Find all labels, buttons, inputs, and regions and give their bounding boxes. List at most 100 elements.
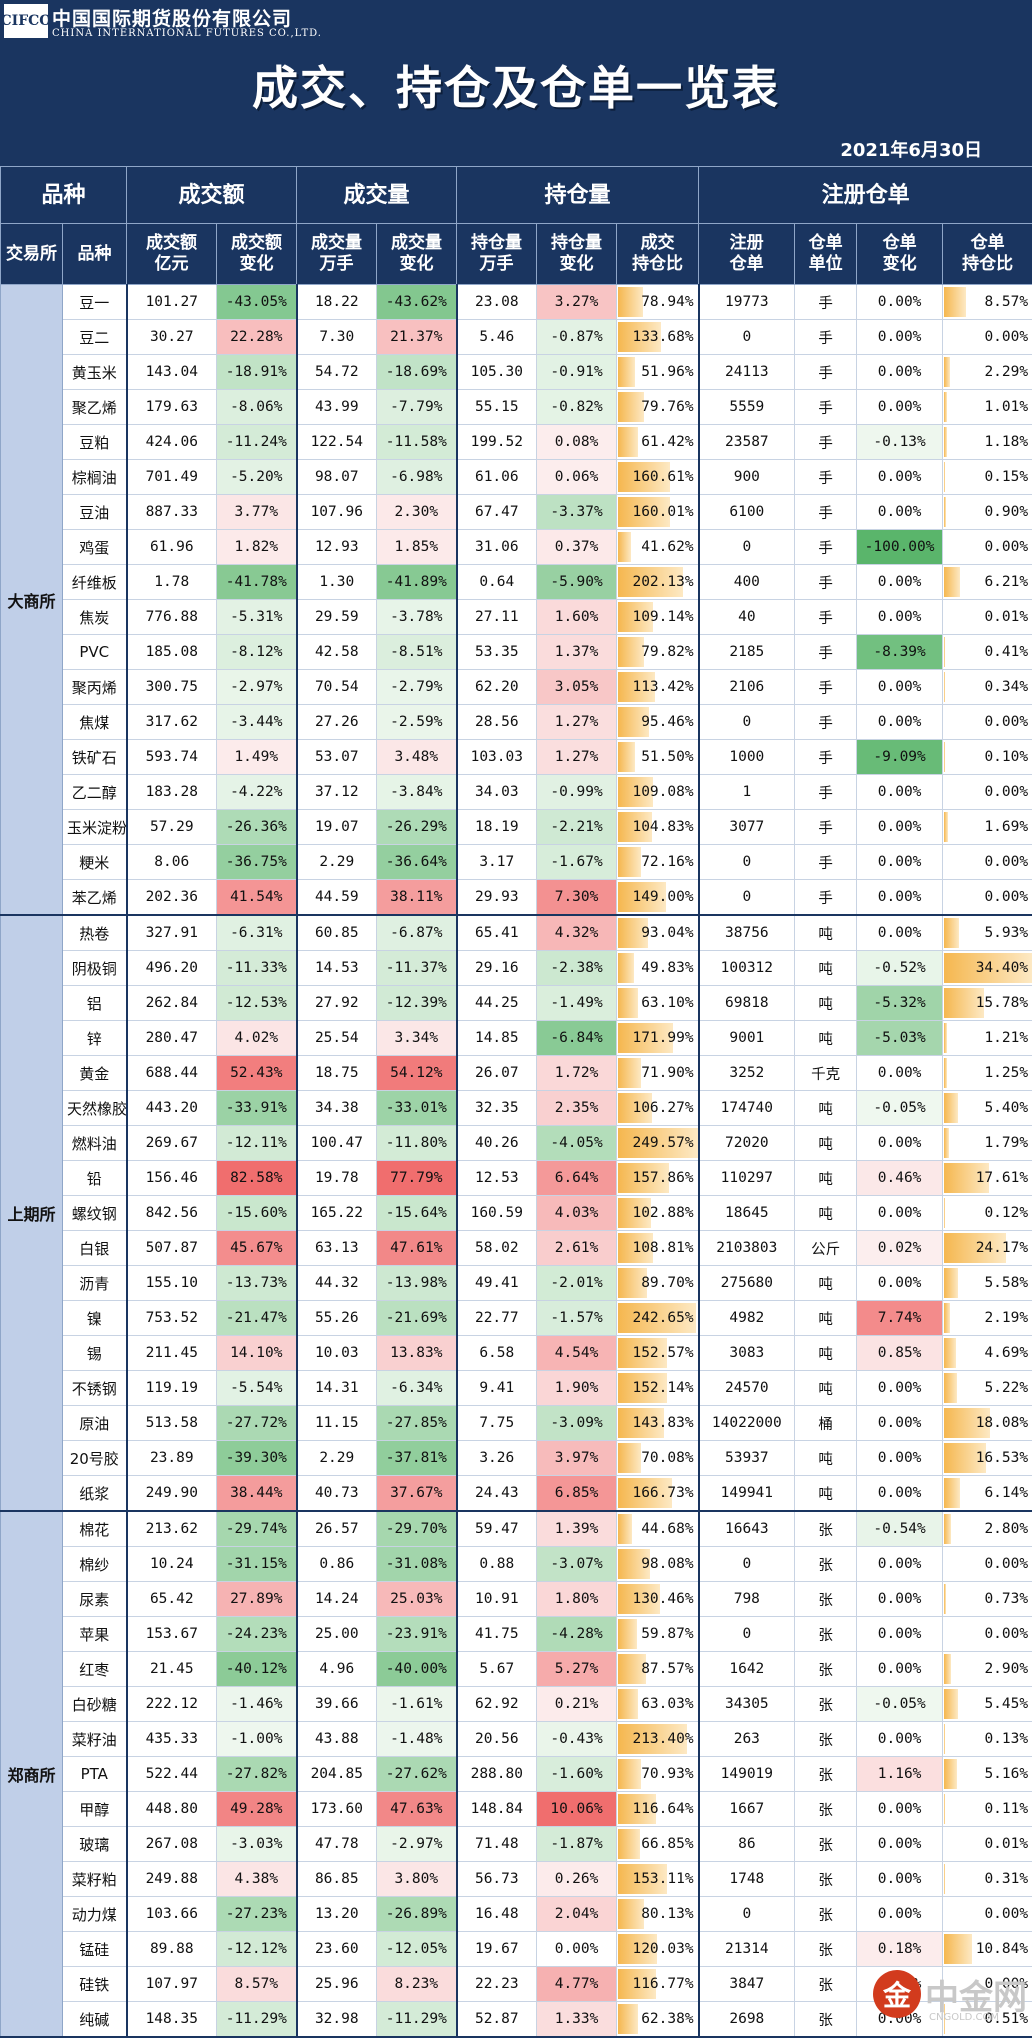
cell-oi: 24.43 [456, 1475, 538, 1512]
ratio-bar [944, 1654, 952, 1684]
cell-oi-change: -1.67% [536, 844, 618, 880]
cell-turnover-change: -4.22% [216, 774, 298, 810]
ratio-bar [618, 1058, 642, 1088]
ratio-bar [618, 1303, 697, 1333]
cell-volume-change: -18.69% [376, 354, 458, 390]
ratio-bar [618, 988, 639, 1018]
cell-receipt-oi-ratio: 0.10% [942, 739, 1032, 775]
cell-receipt-oi-ratio: 0.00% [942, 1896, 1032, 1932]
cell-turnover: 65.42 [126, 1581, 218, 1617]
ratio-value: 70.08% [641, 1450, 694, 1466]
ratio-bar [618, 882, 667, 912]
table-row: 白砂糖 222.12 -1.46% 39.66 -1.61% 62.92 0.21% 63.0… [1, 1686, 1032, 1722]
column-header: 品种 [61, 223, 128, 285]
cell-turnover-change: -3.44% [216, 704, 298, 740]
cell-volume: 98.07 [296, 459, 378, 495]
cell-receipt-oi-ratio: 0.00% [942, 319, 1032, 355]
ratio-value: 16.53% [975, 1450, 1029, 1466]
cell-turnover-change: -15.60% [216, 1195, 298, 1231]
column-header: 成交额 变化 [216, 223, 298, 285]
cell-volume: 2.29 [296, 1440, 378, 1476]
cell-receipt-unit: 手 [794, 389, 858, 425]
group-header-warehouse-receipts: 注册仓单 [698, 166, 1032, 224]
cell-oi: 28.56 [456, 704, 538, 740]
cell-oi-change: -0.91% [536, 354, 618, 390]
cell-receipt-unit: 张 [794, 1616, 858, 1652]
cell-receipt-oi-ratio: 0.00% [942, 1616, 1032, 1652]
cell-volume: 27.26 [296, 704, 378, 740]
cell-turnover: 267.08 [126, 1826, 218, 1862]
cell-variety: 豆二 [61, 319, 128, 355]
cell-volume-change: -31.08% [376, 1546, 458, 1582]
ratio-value: 0.00% [984, 714, 1029, 730]
group-header-variety: 品种 [0, 166, 128, 224]
cell-receipt-change: 0.00% [856, 704, 944, 740]
cell-receipt-unit: 张 [794, 1581, 858, 1617]
ratio-value: 34.40% [975, 960, 1029, 976]
ratio-value: 0.00% [984, 1626, 1029, 1642]
cell-vol-oi-ratio: 51.96% [616, 354, 700, 390]
cell-vol-oi-ratio: 109.08% [616, 774, 700, 810]
cell-oi: 199.52 [456, 424, 538, 460]
ratio-value: 0.00% [984, 1556, 1029, 1572]
ratio-value: 4.69% [984, 1345, 1029, 1361]
cell-turnover-change: -40.12% [216, 1651, 298, 1687]
cell-turnover-change: -3.03% [216, 1826, 298, 1862]
cell-variety: 硅铁 [61, 1966, 128, 2002]
cell-oi: 29.93 [456, 879, 538, 916]
cell-volume: 37.12 [296, 774, 378, 810]
ratio-value: 0.11% [984, 1801, 1029, 1817]
cell-vol-oi-ratio: 153.11% [616, 1861, 700, 1897]
cell-volume-change: 47.63% [376, 1791, 458, 1827]
cell-receipts: 23587 [698, 424, 796, 460]
ratio-value: 2.80% [984, 1521, 1029, 1537]
table-row: 焦炭 776.88 -5.31% 29.59 -3.78% 27.11 1.60% 109.1… [1, 599, 1032, 635]
table-row: 不锈钢 119.19 -5.54% 14.31 -6.34% 9.41 1.90% 152.1… [1, 1370, 1032, 1406]
ratio-value: 95.46% [641, 714, 694, 730]
cell-turnover-change: 14.10% [216, 1335, 298, 1371]
ratio-bar [944, 1514, 952, 1544]
cell-receipt-change: 0.00% [856, 774, 944, 810]
ratio-bar [944, 287, 966, 317]
company-name-cn: 中国国际期货股份有限公司 [52, 8, 293, 30]
ratio-bar [618, 1759, 641, 1789]
cell-turnover-change: -27.82% [216, 1756, 298, 1792]
cell-oi: 58.02 [456, 1230, 538, 1266]
ratio-bar [618, 1373, 668, 1403]
ratio-value: 6.14% [984, 1485, 1029, 1501]
cell-receipt-oi-ratio: 0.90% [942, 494, 1032, 530]
table-row: 螺纹钢 842.56 -15.60% 165.22 -15.64% 160.59 4.03%… [1, 1195, 1032, 1231]
ratio-bar [618, 847, 642, 877]
cell-oi: 148.84 [456, 1791, 538, 1827]
cell-receipt-oi-ratio: 15.78% [942, 985, 1032, 1021]
ratio-value: 0.00% [984, 889, 1029, 905]
cell-vol-oi-ratio: 152.57% [616, 1335, 700, 1371]
cell-receipt-oi-ratio: 0.00% [942, 774, 1032, 810]
column-header: 成交额 亿元 [126, 223, 218, 285]
cell-receipt-change: 0.00% [856, 914, 944, 951]
cell-receipt-change: 0.00% [856, 1721, 944, 1757]
cell-receipt-change: 0.00% [856, 879, 944, 916]
cell-receipts: 0 [698, 844, 796, 880]
cell-oi-change: -2.38% [536, 950, 618, 986]
cell-variety: 纤维板 [61, 564, 128, 600]
ratio-value: 116.64% [632, 1801, 694, 1817]
cell-receipt-change: -8.39% [856, 634, 944, 670]
cell-receipts: 69818 [698, 985, 796, 1021]
cell-volume-change: -2.79% [376, 669, 458, 705]
ratio-value: 89.70% [641, 1275, 694, 1291]
cell-receipt-unit: 吨 [794, 914, 858, 951]
cell-oi-change: 10.06% [536, 1791, 618, 1827]
cell-receipt-unit: 张 [794, 1686, 858, 1722]
ratio-value: 63.10% [641, 995, 694, 1011]
cell-turnover: 107.97 [126, 1966, 218, 2002]
ratio-bar [618, 1829, 640, 1859]
ratio-value: 80.13% [641, 1906, 694, 1922]
ratio-bar [944, 1338, 956, 1368]
cell-variety: PVC [61, 634, 128, 670]
cell-receipt-unit: 手 [794, 529, 858, 565]
group-header-turnover: 成交额 [126, 166, 298, 224]
cell-oi-change: 4.77% [536, 1966, 618, 2002]
cell-turnover: 513.58 [126, 1405, 218, 1441]
column-header: 仓单 变化 [856, 223, 944, 285]
